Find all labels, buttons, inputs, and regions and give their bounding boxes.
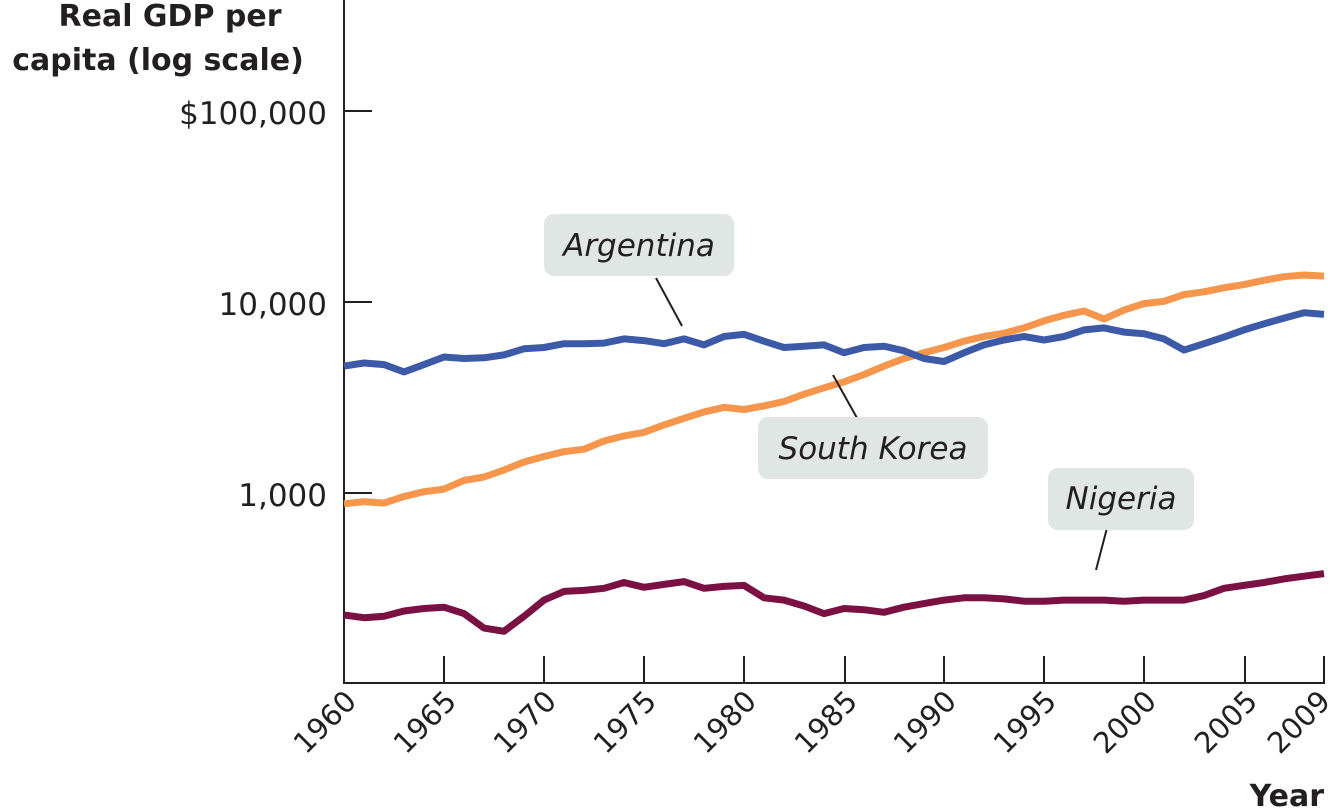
y-tick-10000: 10,000 [219,287,372,323]
y-tick-label: 10,000 [219,287,327,323]
nigeria-label: Nigeria [1048,468,1194,530]
x-tick-label-1985: 1985 [788,684,864,760]
series-line-south-korea [343,271,1325,508]
y-tick-label: $100,000 [179,96,327,132]
x-tick-label-1990: 1990 [887,684,963,760]
nigeria-label-box [1048,468,1194,530]
south-korea-leader-line [832,374,858,419]
south-korea-label-text: South Korea [779,431,968,467]
south-korea-label-box [758,417,988,479]
y-tick-label: 1,000 [238,478,327,514]
argentina-label-text: Argentina [561,228,715,264]
south-korea-label: South Korea [758,417,988,479]
nigeria-label-text: Nigeria [1066,481,1177,517]
argentina-label: Argentina [544,214,734,276]
x-axis-title: Year [1249,779,1325,812]
argentina-leader-line [655,277,683,327]
y-tick-1000: 1,000 [238,478,372,514]
nigeria-leader-line [1095,527,1108,571]
x-tick-label-1965: 1965 [387,684,463,760]
x-tick-label-1970: 1970 [487,684,563,760]
series-line-nigeria [343,570,1325,635]
x-tick-label-2005: 2005 [1188,684,1264,760]
y-axis-title-line2: capita (log scale) [12,43,304,78]
x-tick-label-1995: 1995 [987,684,1063,760]
x-ticks: 1960 1965 1970 1975 1980 1985 1990 1995 … [287,656,1337,760]
y-tick-100000: $100,000 [179,96,372,132]
series-line-argentina [343,309,1325,376]
y-axis-title-line1: Real GDP per [59,0,282,34]
x-tick-label-1960: 1960 [287,684,363,760]
argentina-label-box [544,214,734,276]
x-tick-label-1980: 1980 [687,684,763,760]
x-tick-label-2000: 2000 [1087,684,1163,760]
x-tick-label-2009: 2009 [1261,684,1337,760]
x-tick-label-1975: 1975 [587,684,663,760]
